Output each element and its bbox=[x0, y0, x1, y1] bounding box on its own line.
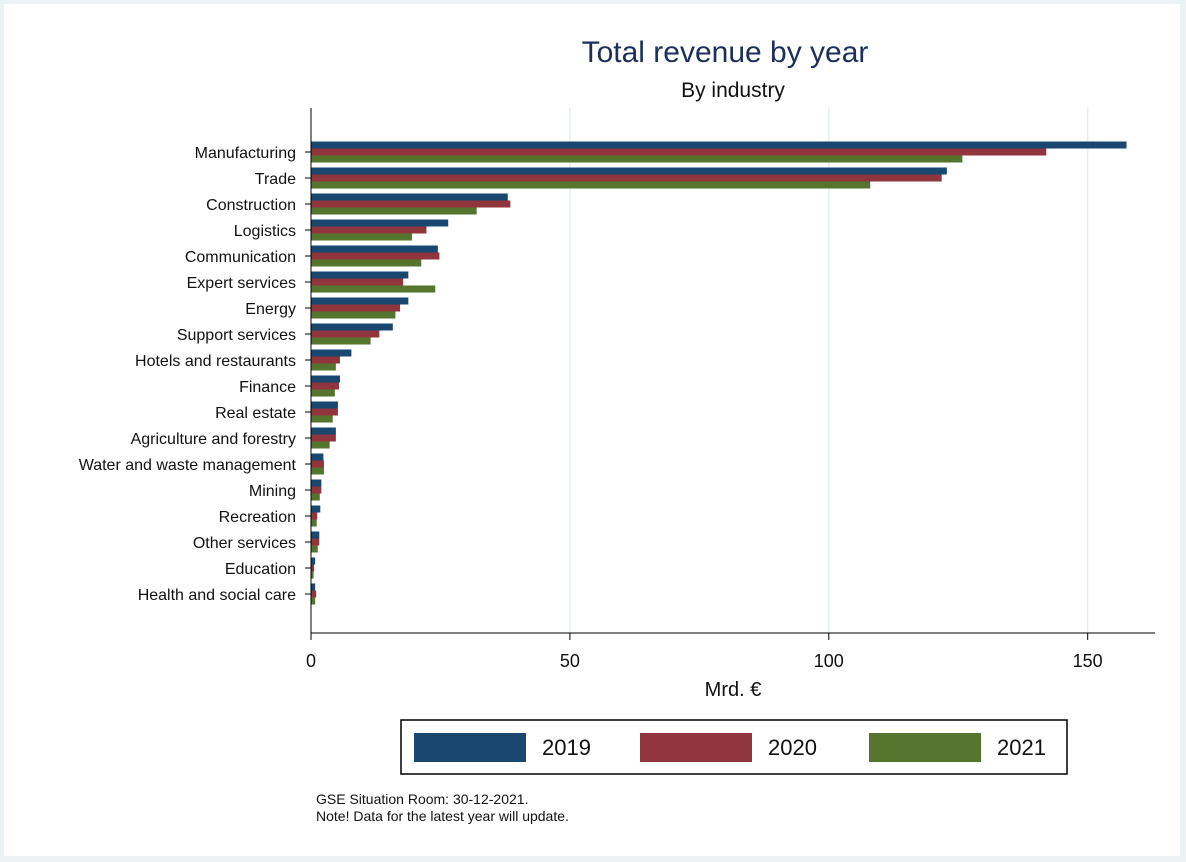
bar-support-services-2019 bbox=[311, 323, 393, 331]
bar-expert-services-2021 bbox=[311, 285, 436, 293]
category-label-health-and-social-care: Health and social care bbox=[138, 587, 296, 604]
category-label-trade: Trade bbox=[255, 171, 296, 188]
bar-expert-services-2020 bbox=[311, 278, 404, 286]
grid-layer bbox=[569, 108, 1089, 633]
bar-recreation-2020 bbox=[311, 512, 318, 520]
bars-layer bbox=[311, 141, 1127, 605]
bar-communication-2021 bbox=[311, 259, 422, 267]
chart-subtitle: By industry bbox=[681, 79, 785, 102]
bar-trade-2019 bbox=[311, 167, 947, 175]
category-label-construction: Construction bbox=[206, 197, 296, 214]
category-label-recreation: Recreation bbox=[219, 509, 296, 526]
category-label-energy: Energy bbox=[245, 301, 296, 318]
bar-mining-2021 bbox=[311, 493, 320, 501]
bar-energy-2019 bbox=[311, 297, 409, 305]
bar-mining-2020 bbox=[311, 486, 322, 494]
legend-label-2019: 2019 bbox=[542, 735, 591, 760]
bar-trade-2021 bbox=[311, 181, 871, 189]
bar-education-2020 bbox=[311, 564, 315, 572]
legend-label-2020: 2020 bbox=[768, 735, 817, 760]
bar-water-and-waste-management-2021 bbox=[311, 467, 324, 475]
bar-health-and-social-care-2021 bbox=[311, 597, 316, 605]
bar-chart: Total revenue by year By industry Manufa… bbox=[79, 36, 1155, 824]
bar-communication-2019 bbox=[311, 245, 438, 253]
bar-manufacturing-2019 bbox=[311, 141, 1127, 149]
bar-recreation-2019 bbox=[311, 505, 321, 513]
x-axis-ticks: 0 50 100 150 bbox=[306, 633, 1103, 671]
bar-hotels-and-restaurants-2020 bbox=[311, 356, 340, 364]
bar-agriculture-and-forestry-2019 bbox=[311, 427, 336, 435]
bar-energy-2021 bbox=[311, 311, 396, 319]
bar-education-2021 bbox=[311, 571, 314, 579]
category-label-logistics: Logistics bbox=[234, 223, 296, 240]
category-label-agriculture-and-forestry: Agriculture and forestry bbox=[131, 431, 296, 448]
bar-hotels-and-restaurants-2021 bbox=[311, 363, 336, 371]
category-label-hotels-and-restaurants: Hotels and restaurants bbox=[135, 353, 296, 370]
legend: 2019 2020 2021 bbox=[400, 719, 1068, 775]
x-tick-label-150: 150 bbox=[1073, 651, 1103, 671]
chart-title: Total revenue by year bbox=[582, 36, 869, 69]
bar-water-and-waste-management-2019 bbox=[311, 453, 324, 461]
bar-construction-2020 bbox=[311, 200, 511, 208]
bar-finance-2019 bbox=[311, 375, 340, 383]
legend-label-2021: 2021 bbox=[997, 735, 1046, 760]
x-axis-title: Mrd. € bbox=[705, 679, 762, 701]
bar-health-and-social-care-2019 bbox=[311, 583, 316, 591]
bar-manufacturing-2021 bbox=[311, 155, 963, 163]
x-tick-label-50: 50 bbox=[560, 651, 580, 671]
legend-swatch-2021 bbox=[869, 733, 981, 762]
bar-other-services-2019 bbox=[311, 531, 320, 539]
chart-frame: Total revenue by year By industry Manufa… bbox=[4, 4, 1180, 856]
bar-health-and-social-care-2020 bbox=[311, 590, 317, 598]
bar-construction-2021 bbox=[311, 207, 477, 215]
bar-support-services-2021 bbox=[311, 337, 371, 345]
legend-swatch-2019 bbox=[414, 733, 526, 762]
bar-support-services-2020 bbox=[311, 330, 380, 338]
bar-logistics-2021 bbox=[311, 233, 412, 241]
bar-manufacturing-2020 bbox=[311, 148, 1047, 156]
bar-finance-2021 bbox=[311, 389, 335, 397]
bar-finance-2020 bbox=[311, 382, 339, 390]
bar-construction-2019 bbox=[311, 193, 508, 201]
legend-swatch-2020 bbox=[640, 733, 752, 762]
bar-logistics-2020 bbox=[311, 226, 427, 234]
bar-real-estate-2020 bbox=[311, 408, 338, 416]
bar-education-2019 bbox=[311, 557, 316, 565]
update-note: Note! Data for the latest year will upda… bbox=[316, 808, 569, 824]
bar-logistics-2019 bbox=[311, 219, 449, 227]
category-label-other-services: Other services bbox=[193, 535, 296, 552]
bar-other-services-2021 bbox=[311, 545, 318, 553]
bar-real-estate-2021 bbox=[311, 415, 333, 423]
x-tick-label-100: 100 bbox=[814, 651, 844, 671]
category-label-communication: Communication bbox=[185, 249, 296, 266]
source-note: GSE Situation Room: 30-12-2021. bbox=[316, 791, 528, 807]
bar-hotels-and-restaurants-2019 bbox=[311, 349, 352, 357]
bar-agriculture-and-forestry-2020 bbox=[311, 434, 336, 442]
bar-communication-2020 bbox=[311, 252, 440, 260]
category-label-finance: Finance bbox=[239, 379, 296, 396]
category-label-real-estate: Real estate bbox=[215, 405, 296, 422]
bar-agriculture-and-forestry-2021 bbox=[311, 441, 330, 449]
bar-real-estate-2019 bbox=[311, 401, 338, 409]
category-label-education: Education bbox=[225, 561, 296, 578]
bar-recreation-2021 bbox=[311, 519, 317, 527]
category-label-manufacturing: Manufacturing bbox=[195, 145, 296, 162]
category-label-support-services: Support services bbox=[177, 327, 296, 344]
category-labels: Manufacturing Trade Construction Logistics C… bbox=[79, 145, 311, 604]
bar-mining-2019 bbox=[311, 479, 322, 487]
category-label-expert-services: Expert services bbox=[187, 275, 296, 292]
bar-energy-2020 bbox=[311, 304, 401, 312]
bar-expert-services-2019 bbox=[311, 271, 409, 279]
bar-other-services-2020 bbox=[311, 538, 320, 546]
bar-trade-2020 bbox=[311, 174, 942, 182]
category-label-water-and-waste-management: Water and waste management bbox=[79, 457, 297, 474]
bar-water-and-waste-management-2020 bbox=[311, 460, 324, 468]
x-tick-label-0: 0 bbox=[306, 651, 316, 671]
category-label-mining: Mining bbox=[249, 483, 296, 500]
